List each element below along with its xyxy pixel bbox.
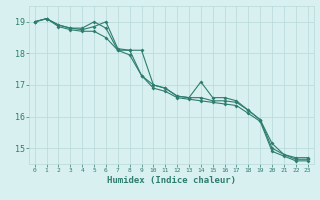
X-axis label: Humidex (Indice chaleur): Humidex (Indice chaleur) [107, 176, 236, 185]
